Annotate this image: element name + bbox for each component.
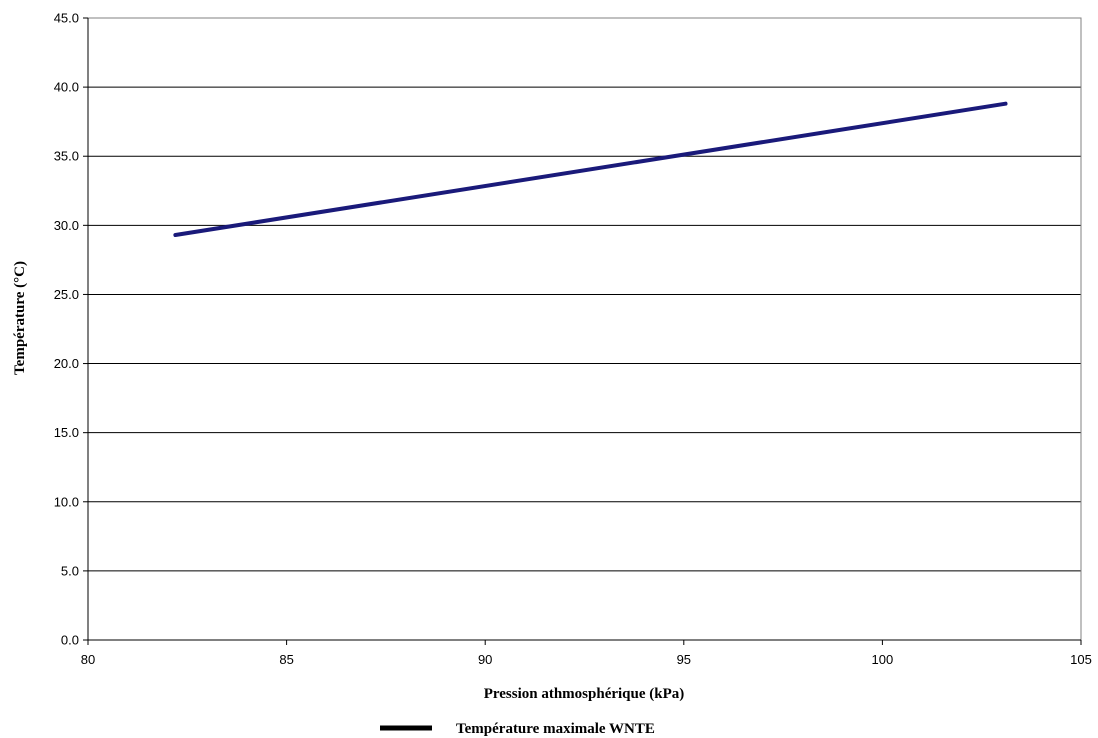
y-tick-label: 40.0 <box>54 80 79 95</box>
legend-label: Température maximale WNTE <box>456 721 655 737</box>
axes <box>83 17 1082 645</box>
y-tick-label: 0.0 <box>61 633 79 648</box>
x-tick-label: 100 <box>872 652 894 667</box>
x-axis-title: Pression athmosphérique (kPa) <box>484 686 685 702</box>
y-tick-label: 10.0 <box>54 494 79 509</box>
x-tick-label: 90 <box>478 652 492 667</box>
y-tick-label: 35.0 <box>54 149 79 164</box>
x-tick-labels: 80 85 90 95 100 105 <box>81 652 1092 667</box>
x-tick-label: 95 <box>677 652 691 667</box>
legend: Température maximale WNTE <box>380 721 655 737</box>
y-tick-label: 5.0 <box>61 563 79 578</box>
x-tick-label: 105 <box>1070 652 1092 667</box>
y-axis-title: Température (°C) <box>12 261 28 375</box>
y-tick-label: 45.0 <box>54 11 79 26</box>
y-tick-label: 15.0 <box>54 425 79 440</box>
plot-area <box>87 17 1082 641</box>
x-tick-label: 85 <box>279 652 293 667</box>
x-tick-label: 80 <box>81 652 95 667</box>
y-tick-label: 25.0 <box>54 287 79 302</box>
y-tick-label: 20.0 <box>54 356 79 371</box>
series <box>173 101 1008 238</box>
series-line <box>173 101 1008 238</box>
y-tick-labels: 0.0 5.0 10.0 15.0 20.0 25.0 30.0 35.0 40.0 45.0 <box>54 11 79 648</box>
y-tick-label: 30.0 <box>54 218 79 233</box>
gridlines <box>88 17 1081 572</box>
